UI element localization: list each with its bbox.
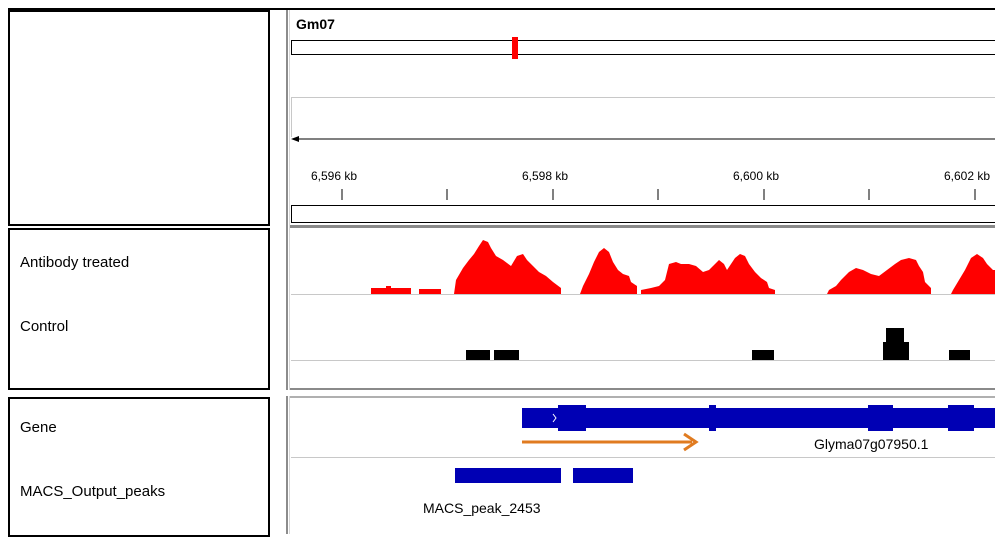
track-name-gene[interactable]: Gene — [20, 419, 57, 436]
macs-peak-2453[interactable] — [291, 466, 995, 486]
strand-arrow-line — [291, 136, 995, 142]
feature-panel-names: Gene MACS_Output_peaks — [8, 397, 270, 537]
chromosome-label[interactable]: Gm07 — [296, 16, 335, 32]
antibody-baseline — [291, 294, 995, 295]
header-name-panel — [8, 10, 270, 226]
current-region-marker — [512, 37, 518, 59]
ruler-top-line — [291, 97, 995, 98]
data-feature-gap — [8, 390, 995, 396]
header-data-separator — [290, 225, 995, 228]
ruler-bottom-box — [291, 205, 995, 223]
ruler-tick-label-1: 6,596 kb — [311, 169, 358, 183]
gene-model-glyma07g07950[interactable] — [291, 403, 995, 433]
ruler-left-bracket — [291, 97, 292, 137]
control-coverage[interactable] — [291, 320, 995, 362]
track-name-antibody-treated[interactable]: Antibody treated — [20, 254, 130, 271]
data-panel-names: Antibody treated Control — [8, 228, 270, 390]
ruler-tick-label-3: 6,600 kb — [733, 169, 780, 183]
panel-divider-shadow — [289, 10, 290, 534]
ruler-tick-label-4: 6,602 kb — [944, 169, 991, 183]
gene-track-divider — [291, 457, 995, 458]
feature-top-separator — [290, 396, 995, 398]
panel-divider[interactable] — [286, 10, 288, 534]
transcription-direction-arrow — [522, 432, 699, 452]
gene-feature-label: Glyma07g07950.1 — [814, 436, 929, 452]
ruler-ticks — [341, 189, 976, 200]
data-feature-separator — [290, 388, 995, 390]
chromosome-ideogram[interactable] — [291, 40, 995, 55]
ruler-tick-label-2: 6,598 kb — [522, 169, 569, 183]
antibody-treated-coverage[interactable] — [291, 230, 995, 296]
control-baseline — [291, 360, 995, 361]
track-name-control[interactable]: Control — [20, 318, 69, 335]
track-name-macs-peaks[interactable]: MACS_Output_peaks — [20, 483, 166, 500]
macs-peak-label: MACS_peak_2453 — [423, 500, 541, 516]
header-top-border — [8, 8, 995, 10]
